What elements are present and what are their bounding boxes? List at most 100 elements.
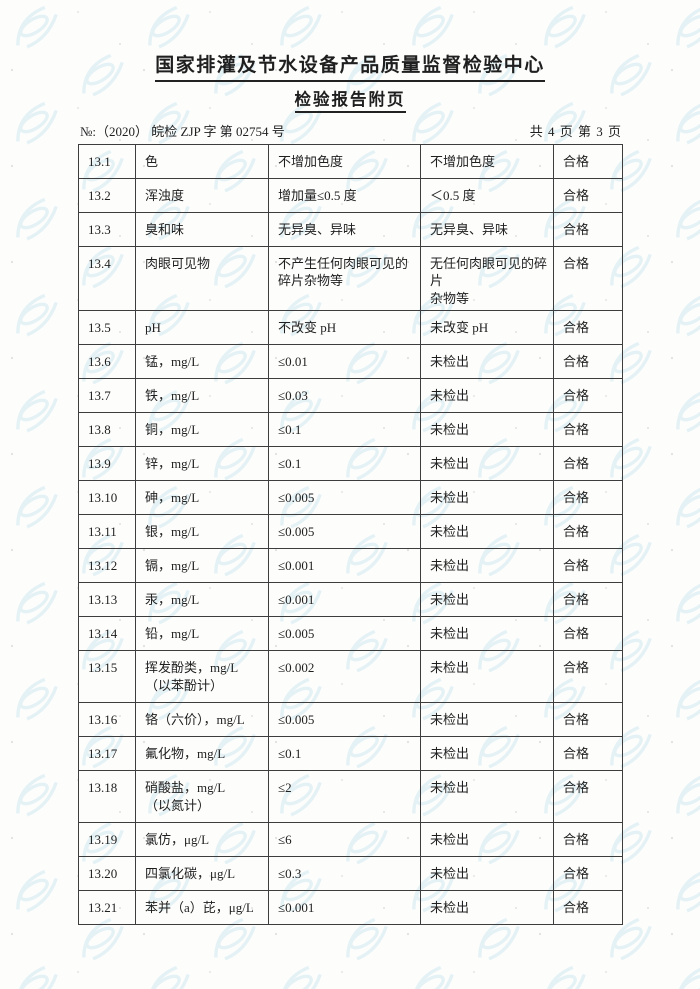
table-row: 13.2 浑浊度 增加量≤0.5 度＜0.5 度合格 <box>78 177 623 213</box>
cell-item: 硝酸盐，mg/L （以氮计） <box>135 770 269 824</box>
report-number: №:（2020） 皖检 ZJP 字 第 02754 号 <box>80 123 285 139</box>
table-row: 13.16 铬（六价），mg/L ≤0.005 未检出 合格 <box>78 702 623 738</box>
table-row: 13.21 苯并（a）芘，μg/L ≤0.001 未检出 合格 <box>78 890 623 926</box>
table-row: 13.12 镉，mg/L ≤0.001 未检出 合格 <box>78 548 623 584</box>
table-row: 13.3 臭和味 无异臭、异味 无异臭、异味 合格 <box>78 211 623 247</box>
cell-no: 13.6 <box>78 344 136 380</box>
cell-no: 13.3 <box>78 211 136 247</box>
cell-conclusion: 合格 <box>553 736 623 772</box>
cell-item: 色 <box>135 143 269 179</box>
cell-conclusion: 合格 <box>553 177 623 213</box>
cell-conclusion: 合格 <box>553 211 623 247</box>
cell-no: 13.10 <box>78 480 136 516</box>
cell-no: 13.14 <box>78 616 136 652</box>
cell-conclusion: 合格 <box>553 446 623 482</box>
report-meta: №:（2020） 皖检 ZJP 字 第 02754 号 共 4 页 第 3 页 <box>80 121 622 140</box>
cell-requirement: ≤0.005 <box>268 480 421 516</box>
table-row: 13.11 银，mg/L ≤0.005 未检出 合格 <box>78 514 623 550</box>
center-name-title: 国家排灌及节水设备产品质量监督检验中心 <box>155 54 545 82</box>
cell-requirement: ≤0.1 <box>268 736 421 772</box>
cell-conclusion: 合格 <box>553 582 623 618</box>
cell-conclusion: 合格 <box>553 548 623 584</box>
cell-no: 13.15 <box>78 650 136 704</box>
cell-requirement: 无异臭、异味 <box>268 211 421 247</box>
cell-conclusion: 合格 <box>553 616 623 652</box>
table-row: 13.4 肉眼可见物 不产生任何肉眼可见的 碎片杂物等 无任何肉眼可见的碎片 杂物等合… <box>78 245 623 312</box>
cell-no: 13.2 <box>78 177 136 213</box>
cell-no: 13.1 <box>78 143 136 179</box>
cell-no: 13.7 <box>78 378 136 414</box>
cell-item: 氯仿，μg/L <box>135 822 269 858</box>
cell-requirement: ≤0.001 <box>268 890 421 926</box>
cell-result: 未检出 <box>420 856 554 892</box>
cell-requirement: 不产生任何肉眼可见的 碎片杂物等 <box>268 245 421 312</box>
cell-item: 挥发酚类，mg/L （以苯酚计） <box>135 650 269 704</box>
cell-result: 未检出 <box>420 582 554 618</box>
cell-result: 不增加色度 <box>420 143 554 179</box>
cell-item: 浑浊度 <box>135 177 269 213</box>
cell-result: 未检出 <box>420 736 554 772</box>
cell-result: 未检出 <box>420 412 554 448</box>
cell-result: 未检出 <box>420 770 554 824</box>
cell-no: 13.13 <box>78 582 136 618</box>
cell-item: 砷，mg/L <box>135 480 269 516</box>
cell-conclusion: 合格 <box>553 702 623 738</box>
cell-result: 未检出 <box>420 344 554 380</box>
cell-requirement: ≤0.005 <box>268 702 421 738</box>
cell-conclusion: 合格 <box>553 822 623 858</box>
cell-requirement: 不增加色度 <box>268 143 421 179</box>
cell-requirement: ≤0.002 <box>268 650 421 704</box>
cell-requirement: ≤0.001 <box>268 582 421 618</box>
cell-item: 氟化物，mg/L <box>135 736 269 772</box>
cell-conclusion: 合格 <box>553 890 623 926</box>
cell-conclusion: 合格 <box>553 514 623 550</box>
cell-requirement: ≤0.1 <box>268 446 421 482</box>
cell-conclusion: 合格 <box>553 480 623 516</box>
cell-no: 13.5 <box>78 310 136 346</box>
table-row: 13.1 色不增加色度 不增加色度 合格 <box>78 143 623 179</box>
cell-conclusion: 合格 <box>553 856 623 892</box>
cell-item: 铁，mg/L <box>135 378 269 414</box>
cell-item: 锰，mg/L <box>135 344 269 380</box>
cell-result: ＜0.5 度 <box>420 177 554 213</box>
cell-result: 未检出 <box>420 616 554 652</box>
cell-requirement: ≤0.001 <box>268 548 421 584</box>
cell-requirement: 增加量≤0.5 度 <box>268 177 421 213</box>
table-row: 13.5 pH 不改变 pH 未改变 pH 合格 <box>78 310 623 346</box>
table-row: 13.15 挥发酚类，mg/L （以苯酚计） ≤0.002 未检出 合格 <box>78 650 623 704</box>
cell-item: 苯并（a）芘，μg/L <box>135 890 269 926</box>
cell-no: 13.18 <box>78 770 136 824</box>
report-subtitle: 检验报告附页 <box>294 86 406 113</box>
cell-requirement: 不改变 pH <box>268 310 421 346</box>
table-row: 13.10 砷，mg/L ≤0.005 未检出 合格 <box>78 480 623 516</box>
cell-result: 未检出 <box>420 702 554 738</box>
cell-item: 臭和味 <box>135 211 269 247</box>
table-body: 13.1 色不增加色度 不增加色度 合格 13.2 浑浊度 增加量≤0.5 度＜0.5 度合… <box>78 143 623 926</box>
cell-conclusion: 合格 <box>553 770 623 824</box>
cell-no: 13.12 <box>78 548 136 584</box>
table-row: 13.17 氟化物，mg/L ≤0.1 未检出 合格 <box>78 736 623 772</box>
page-count: 共 4 页 第 3 页 <box>529 123 622 139</box>
table-row: 13.20 四氯化碳，μg/L ≤0.3 未检出 合格 <box>78 856 623 892</box>
cell-item: 铜，mg/L <box>135 412 269 448</box>
cell-requirement: ≤0.1 <box>268 412 421 448</box>
cell-item: 铅，mg/L <box>135 616 269 652</box>
cell-requirement: ≤0.03 <box>268 378 421 414</box>
test-results-table: 13.1 色不增加色度 不增加色度 合格 13.2 浑浊度 增加量≤0.5 度＜0.5 度合… <box>78 143 623 926</box>
table-row: 13.6 锰，mg/L ≤0.01 未检出 合格 <box>78 344 623 380</box>
cell-item: 铬（六价），mg/L <box>135 702 269 738</box>
cell-no: 13.9 <box>78 446 136 482</box>
cell-conclusion: 合格 <box>553 245 623 312</box>
cell-result: 未检出 <box>420 890 554 926</box>
cell-no: 13.11 <box>78 514 136 550</box>
cell-no: 13.4 <box>78 245 136 312</box>
cell-conclusion: 合格 <box>553 650 623 704</box>
cell-result: 未检出 <box>420 548 554 584</box>
cell-item: pH <box>135 310 269 346</box>
table-row: 13.13 汞，mg/L ≤0.001 未检出 合格 <box>78 582 623 618</box>
cell-item: 银，mg/L <box>135 514 269 550</box>
cell-requirement: ≤0.005 <box>268 514 421 550</box>
cell-requirement: ≤0.3 <box>268 856 421 892</box>
cell-no: 13.16 <box>78 702 136 738</box>
